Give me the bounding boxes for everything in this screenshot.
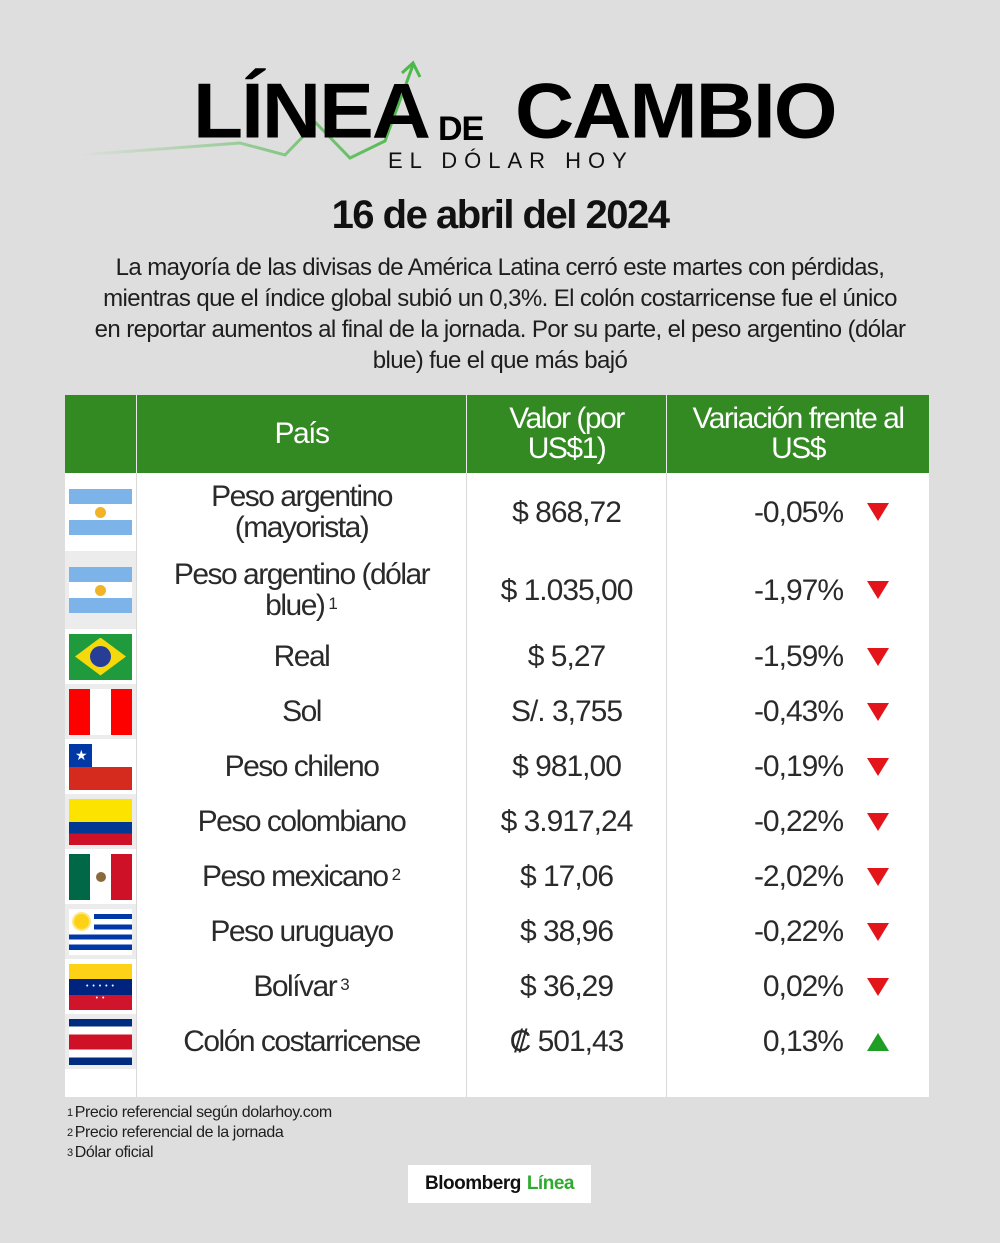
down-arrow-icon — [867, 922, 889, 941]
table-row: Real $ 5,27 -1,59% — [65, 629, 929, 684]
report-date: 16 de abril del 2024 — [331, 193, 670, 237]
currency-value: $ 36,29 — [467, 959, 667, 1014]
currency-value: $ 5,27 — [467, 629, 667, 684]
logo-word-de: DE — [438, 110, 484, 148]
logo-word-linea: LÍNEA — [193, 68, 431, 155]
currency-name: Bolívar — [253, 970, 337, 1003]
variation-value: 0,13% — [762, 1025, 844, 1058]
currency-value: $ 981,00 — [467, 739, 667, 794]
variation-value: 0,02% — [762, 970, 844, 1003]
currency-name: Peso chileno — [137, 739, 467, 794]
table-row: ★ Peso chileno $ 981,00 -0,19% — [65, 739, 929, 794]
variation-value: -0,43% — [753, 695, 844, 728]
currency-name: Peso argentino (dólar blue) — [173, 558, 431, 622]
header-value-label: Valor (por US$1) — [509, 402, 625, 465]
down-arrow-icon — [867, 812, 889, 831]
currency-table: País Valor (por US$1) Variación frente a… — [65, 395, 929, 1097]
currency-value: S/. 3,755 — [467, 684, 667, 739]
down-arrow-icon — [867, 867, 889, 886]
currency-value: ₡ 501,43 — [467, 1014, 667, 1069]
footnote-marker: 1 — [328, 594, 338, 613]
variation-value: -2,02% — [753, 860, 844, 893]
footnote-marker: 3 — [340, 975, 350, 994]
currency-value: $ 868,72 — [467, 473, 667, 551]
header-flag — [65, 395, 137, 473]
currency-name: Peso uruguayo — [137, 904, 467, 959]
down-arrow-icon — [867, 757, 889, 776]
table-row: • • • • • • • Bolívar 3 $ 36,29 0,02% — [65, 959, 929, 1014]
currency-name: Peso colombiano — [137, 794, 467, 849]
variation-value: -0,19% — [753, 750, 844, 783]
argentina-flag-icon — [69, 567, 132, 613]
brazil-flag-icon — [69, 633, 132, 680]
mexico-flag-icon — [69, 853, 132, 900]
table-row: Peso argentino (mayorista) $ 868,72 -0,0… — [65, 473, 929, 551]
up-arrow-icon — [867, 1032, 889, 1051]
header-country: País — [137, 395, 467, 473]
brand-bloomberg: Bloomberg — [425, 1173, 521, 1194]
down-arrow-icon — [867, 977, 889, 996]
down-arrow-icon — [867, 503, 889, 521]
table-footer-spacer — [65, 1069, 929, 1097]
footnotes: 1 Precio referencial según dolarhoy.com 2… — [67, 1103, 332, 1163]
argentina-flag-icon — [69, 489, 132, 535]
variation-value: -1,59% — [753, 640, 844, 673]
bloomberg-linea-logo: Bloomberg Línea — [408, 1165, 591, 1203]
table-row: Colón costarricense ₡ 501,43 0,13% — [65, 1014, 929, 1069]
table-row: Peso colombiano $ 3.917,24 -0,22% — [65, 794, 929, 849]
table-row: Peso mexicano 2 $ 17,06 -2,02% — [65, 849, 929, 904]
venezuela-flag-icon: • • • • • • • — [69, 963, 132, 1010]
down-arrow-icon — [867, 581, 889, 599]
table-row: Sol S/. 3,755 -0,43% — [65, 684, 929, 739]
variation-value: -0,05% — [753, 495, 844, 529]
footnote-1: 1 Precio referencial según dolarhoy.com — [67, 1104, 332, 1121]
summary-paragraph: La mayoría de las divisas de América Lat… — [94, 254, 906, 374]
header-variation: Variación frente al US$ — [667, 395, 929, 473]
logo-subtitle: EL DÓLAR HOY — [388, 148, 634, 173]
currency-name: Real — [137, 629, 467, 684]
currency-name: Peso mexicano — [201, 860, 389, 893]
peru-flag-icon — [69, 688, 132, 735]
chile-flag-icon: ★ — [69, 743, 132, 790]
footnote-marker: 2 — [391, 865, 402, 884]
line-de-cambio-logo: LÍNEA DE CAMBIO EL DÓLAR HOY — [0, 55, 1000, 175]
footnote-3: 3 Dólar oficial — [67, 1144, 154, 1161]
logo-word-cambio: CAMBIO — [515, 68, 838, 155]
brand-linea: Línea — [526, 1173, 575, 1194]
costa-rica-flag-icon — [69, 1018, 132, 1065]
footnote-2: 2 Precio referencial de la jornada — [67, 1124, 284, 1141]
currency-name: Peso argentino (mayorista) — [211, 480, 393, 544]
currency-value: $ 3.917,24 — [467, 794, 667, 849]
down-arrow-icon — [867, 647, 889, 666]
down-arrow-icon — [867, 702, 889, 721]
currency-value: $ 38,96 — [467, 904, 667, 959]
trend-arrow-icon — [79, 60, 422, 160]
currency-name: Sol — [137, 684, 467, 739]
header-value: Valor (por US$1) — [467, 395, 667, 473]
table-row: Peso argentino (dólar blue) 1 $ 1.035,00 … — [65, 551, 929, 629]
uruguay-flag-icon — [69, 908, 132, 955]
colombia-flag-icon — [69, 798, 132, 845]
currency-value: $ 17,06 — [467, 849, 667, 904]
variation-value: -1,97% — [753, 573, 844, 607]
variation-value: -0,22% — [753, 805, 844, 838]
table-row: Peso uruguayo $ 38,96 -0,22% — [65, 904, 929, 959]
currency-value: $ 1.035,00 — [467, 551, 667, 629]
header-variation-label: Variación frente al US$ — [692, 402, 905, 465]
table-header: País Valor (por US$1) Variación frente a… — [65, 395, 929, 473]
currency-name: Colón costarricense — [137, 1014, 467, 1069]
table-body: Peso argentino (mayorista) $ 868,72 -0,0… — [65, 473, 929, 1097]
variation-value: -0,22% — [753, 915, 844, 948]
